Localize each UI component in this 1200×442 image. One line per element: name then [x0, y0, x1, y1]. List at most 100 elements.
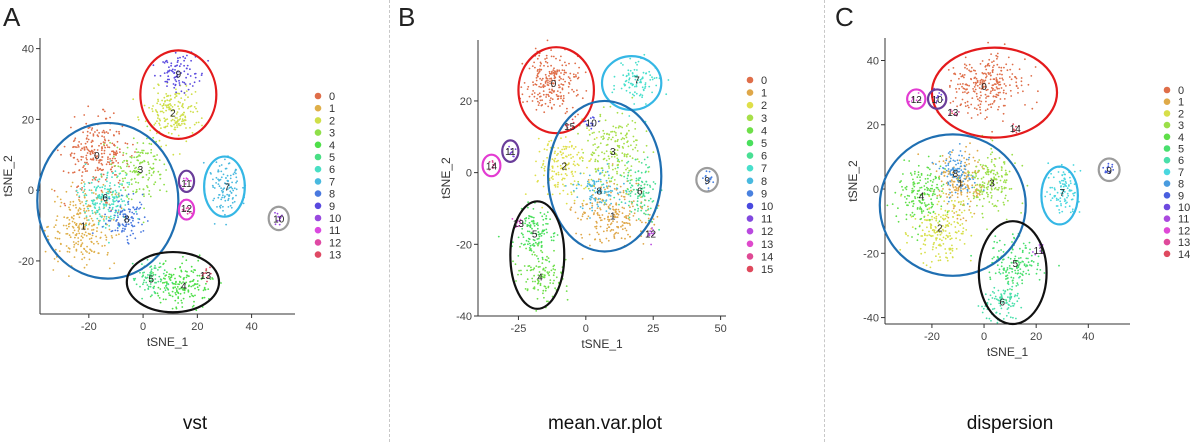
point	[989, 294, 992, 297]
point	[990, 170, 993, 173]
point	[985, 97, 987, 99]
point	[547, 257, 550, 259]
point	[1011, 285, 1014, 288]
point	[121, 161, 124, 164]
point	[227, 162, 230, 165]
point	[109, 158, 111, 160]
point	[138, 218, 141, 221]
point	[1061, 179, 1063, 182]
cluster-12-points	[908, 92, 922, 103]
point	[945, 193, 948, 195]
point	[940, 205, 943, 208]
point	[959, 218, 962, 221]
point	[993, 176, 995, 179]
chart-caption: dispersion	[966, 413, 1054, 434]
point	[506, 148, 509, 151]
point	[606, 194, 609, 196]
point	[222, 209, 224, 212]
point	[945, 234, 948, 237]
point	[921, 229, 924, 232]
point	[596, 231, 599, 234]
point	[87, 207, 89, 210]
point	[593, 180, 596, 183]
point	[904, 196, 906, 198]
point	[560, 72, 562, 74]
point	[648, 85, 651, 88]
point	[1063, 198, 1066, 201]
point	[987, 171, 989, 174]
point	[163, 281, 166, 284]
point	[184, 179, 187, 182]
point	[939, 256, 941, 258]
point	[559, 59, 561, 62]
point	[118, 132, 121, 135]
point	[170, 274, 173, 277]
point	[933, 217, 936, 219]
cluster-label: 2	[170, 108, 176, 119]
point	[569, 72, 572, 75]
point	[621, 224, 624, 227]
point	[561, 148, 563, 151]
legend-label: 0	[1178, 85, 1184, 97]
point	[617, 159, 620, 161]
point	[987, 95, 990, 98]
point	[135, 190, 138, 193]
point	[193, 123, 196, 126]
point	[572, 183, 575, 186]
legend-key	[314, 239, 322, 246]
point	[602, 230, 605, 233]
point	[912, 184, 915, 186]
point	[203, 288, 206, 290]
point	[954, 175, 957, 178]
point	[148, 193, 150, 196]
point	[125, 174, 128, 177]
point	[1071, 208, 1074, 211]
point	[202, 161, 205, 164]
point	[610, 191, 612, 194]
point	[178, 275, 181, 277]
point	[986, 64, 989, 67]
point	[127, 208, 130, 211]
point	[560, 97, 562, 100]
point	[994, 295, 997, 298]
point	[623, 142, 625, 145]
point	[926, 234, 928, 237]
point	[634, 208, 636, 211]
point	[916, 193, 919, 195]
point	[527, 201, 529, 204]
point	[109, 219, 111, 222]
point	[613, 84, 615, 87]
point	[60, 153, 62, 156]
point	[202, 289, 205, 292]
cluster-8-points	[931, 143, 985, 205]
point	[542, 218, 545, 221]
point	[552, 239, 555, 242]
point	[98, 144, 100, 147]
legend-label: 11	[761, 214, 772, 226]
point	[133, 225, 136, 228]
point	[959, 165, 962, 168]
point	[83, 181, 85, 183]
point	[60, 201, 63, 204]
point	[594, 149, 597, 151]
point	[917, 92, 920, 94]
point	[559, 91, 562, 94]
point	[135, 283, 138, 286]
point	[629, 224, 631, 226]
point	[946, 213, 949, 216]
point	[121, 125, 124, 128]
point	[134, 237, 137, 240]
point	[217, 169, 220, 172]
point	[561, 167, 563, 170]
point	[156, 154, 159, 156]
point	[949, 108, 952, 111]
point	[704, 175, 707, 178]
point	[916, 207, 919, 209]
point	[54, 237, 57, 239]
point	[1000, 166, 1003, 168]
point	[919, 206, 922, 209]
point	[996, 52, 999, 55]
point	[96, 227, 98, 229]
point	[533, 274, 535, 277]
point	[197, 121, 200, 124]
